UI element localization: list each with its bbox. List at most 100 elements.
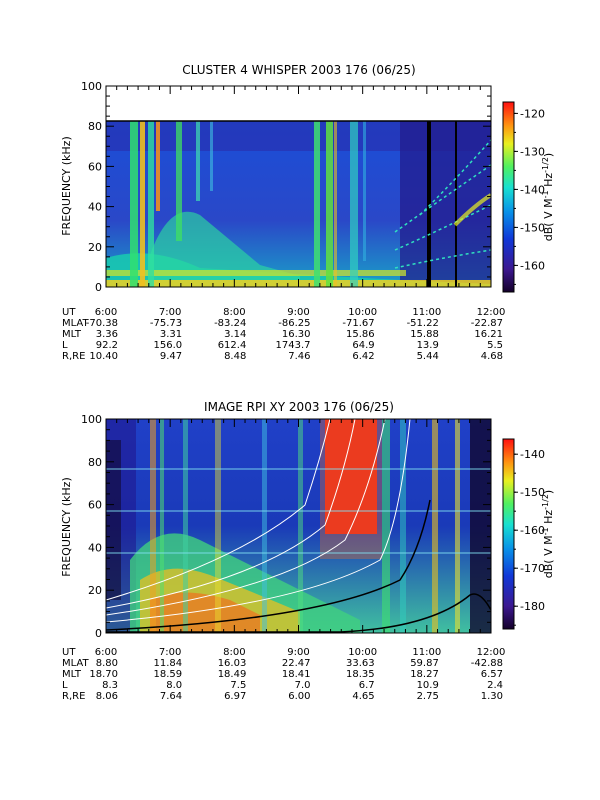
- ephemeris-row-label: R,RE: [62, 691, 85, 702]
- ephemeris-cell: 10:00: [348, 307, 377, 318]
- ephemeris-cell: 16.21: [474, 329, 503, 340]
- ephemeris-cell: 8.3: [102, 680, 118, 691]
- ephemeris-row-label: R,RE: [62, 351, 85, 362]
- panel1-colorbar: [502, 101, 515, 293]
- colorbar-tick-label: -120: [520, 107, 545, 120]
- y-tick-label: 40: [88, 201, 102, 214]
- panel1-y-label: FREQUENCY (kHz): [60, 136, 73, 236]
- panel1-ephemeris-table: UT 6:00 7:00 8:00 9:00 10:00 11:00 12:00 MLAT-70…: [62, 307, 505, 362]
- y-tick-label: 100: [81, 80, 102, 93]
- ephemeris-cell: 8.48: [224, 351, 246, 362]
- ephemeris-cell: 4.68: [481, 351, 503, 362]
- colorbar-tick-label: -140: [520, 183, 545, 196]
- ephemeris-cell: 16.03: [218, 658, 247, 669]
- ephemeris-cell: 6.42: [352, 351, 374, 362]
- panel2-colorbar: [502, 438, 515, 630]
- ephemeris-cell: 15.86: [346, 329, 375, 340]
- colorbar-tick-label: -150: [520, 486, 545, 499]
- ephemeris-cell: 15.88: [410, 329, 439, 340]
- ephemeris-row-label: MLT: [62, 669, 82, 680]
- image-rpi-panel: IMAGE RPI XY 2003 176 (06/25): [60, 400, 555, 702]
- ephemeris-cell: -71.67: [342, 318, 374, 329]
- ephemeris-cell: 64.9: [352, 340, 374, 351]
- y-tick-label: 20: [88, 241, 102, 254]
- ephemeris-cell: 8:00: [223, 307, 245, 318]
- panel1-colorbar-label: dB( V M-1 Hz-1/2): [541, 153, 555, 241]
- panel2-title: IMAGE RPI XY 2003 176 (06/25): [204, 400, 394, 414]
- ephemeris-cell: 612.4: [218, 340, 247, 351]
- panel1-x-axis: [105, 86, 492, 287]
- ephemeris-cell: 22.47: [282, 658, 311, 669]
- panel2-y-label: FREQUENCY (kHz): [60, 477, 73, 577]
- ephemeris-cell: 10.40: [89, 351, 118, 362]
- ephemeris-cell: -75.73: [150, 318, 182, 329]
- ephemeris-cell: 13.9: [417, 340, 439, 351]
- ephemeris-cell: 3.36: [96, 329, 118, 340]
- ephemeris-cell: 18.59: [154, 669, 183, 680]
- ephemeris-cell: 9:00: [287, 307, 309, 318]
- ephemeris-cell: 18.49: [218, 669, 247, 680]
- ephemeris-cell: 4.65: [352, 691, 374, 702]
- y-tick-label: 60: [88, 499, 102, 512]
- ephemeris-cell: -51.22: [407, 318, 439, 329]
- colorbar-tick-label: -140: [520, 448, 545, 461]
- panel2-ephemeris-table: UT 6:00 7:00 8:00 9:00 10:00 11:00 12:00 MLAT 8.8…: [62, 647, 505, 702]
- panel2-colorbar-label: dB( V M-1 Hz-1/2): [541, 490, 555, 578]
- ephemeris-row-label: MLAT: [62, 658, 89, 669]
- colorbar-tick-label: -160: [520, 524, 545, 537]
- y-tick-label: 40: [88, 541, 102, 554]
- ephemeris-cell: 7.5: [230, 680, 246, 691]
- panel1-spectrogram: [106, 121, 491, 287]
- ephemeris-cell: 7.46: [288, 351, 310, 362]
- ephemeris-cell: 5.5: [487, 340, 503, 351]
- panel2-x-axis: [105, 419, 492, 633]
- ephemeris-cell: -22.87: [471, 318, 503, 329]
- ephemeris-cell: 6.57: [481, 669, 503, 680]
- ephemeris-cell: 2.4: [487, 680, 503, 691]
- ephemeris-cell: 8:00: [223, 647, 245, 658]
- ephemeris-row-label: MLT: [62, 329, 82, 340]
- ephemeris-cell: 1743.7: [276, 340, 311, 351]
- ephemeris-cell: 11:00: [412, 647, 441, 658]
- ephemeris-cell: 18.41: [282, 669, 311, 680]
- ephemeris-cell: 3.31: [160, 329, 182, 340]
- ephemeris-cell: 18.35: [346, 669, 375, 680]
- ephemeris-cell: 8.0: [166, 680, 182, 691]
- y-tick-label: 80: [88, 456, 102, 469]
- ephemeris-cell: 6:00: [95, 647, 117, 658]
- ephemeris-row-label: L: [62, 680, 68, 691]
- panel2-colorbar-ticks: -140 -150 -160 -170 -180: [514, 448, 545, 626]
- ephemeris-cell: 7.64: [160, 691, 182, 702]
- ephemeris-cell: -83.24: [214, 318, 246, 329]
- colorbar-tick-label: -180: [520, 600, 545, 613]
- ephemeris-cell: 8.80: [96, 658, 118, 669]
- y-tick-label: 60: [88, 160, 102, 173]
- ephemeris-cell: 9.47: [160, 351, 182, 362]
- panel1-y-axis: 0 20 40 60 80 100: [81, 80, 491, 294]
- ephemeris-row-label: L: [62, 340, 68, 351]
- panel2-spectrogram: [106, 419, 491, 633]
- ephemeris-cell: -70.38: [86, 318, 118, 329]
- ephemeris-cell: 16.30: [282, 329, 311, 340]
- ephemeris-row-label: MLAT: [62, 318, 89, 329]
- y-tick-label: 0: [95, 627, 102, 640]
- ephemeris-cell: 11:00: [412, 307, 441, 318]
- ephemeris-cell: 18.70: [89, 669, 118, 680]
- ephemeris-cell: 33.63: [346, 658, 375, 669]
- ephemeris-cell: 6.97: [224, 691, 246, 702]
- ephemeris-cell: 10:00: [348, 647, 377, 658]
- ephemeris-cell: 7:00: [159, 647, 181, 658]
- y-tick-label: 100: [81, 413, 102, 426]
- ephemeris-cell: 59.87: [410, 658, 439, 669]
- cluster-panel: CLUSTER 4 WHISPER 2003 176 (06/25): [60, 63, 555, 362]
- colorbar-tick-label: -130: [520, 145, 545, 158]
- ephemeris-cell: 7.0: [295, 680, 311, 691]
- y-tick-label: 80: [88, 120, 102, 133]
- colorbar-tick-label: -170: [520, 562, 545, 575]
- ephemeris-cell: -42.88: [471, 658, 503, 669]
- ephemeris-cell: 8.06: [96, 691, 118, 702]
- ephemeris-cell: 11.84: [154, 658, 183, 669]
- ephemeris-row-label: UT: [62, 307, 76, 318]
- ephemeris-cell: 6.00: [288, 691, 310, 702]
